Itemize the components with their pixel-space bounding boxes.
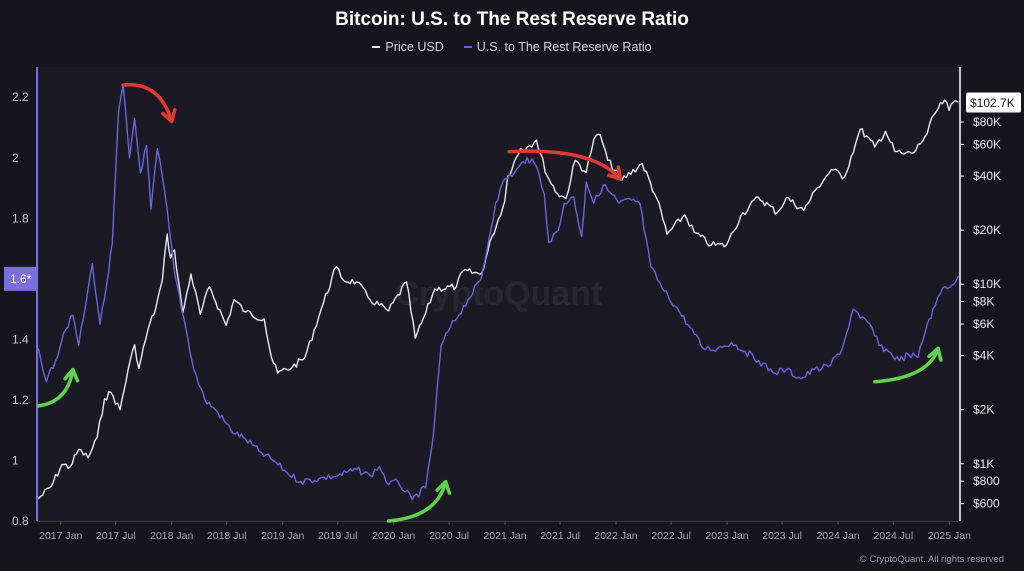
- right-tick-label: $1K: [973, 457, 994, 471]
- last-price-label: $102.7K: [970, 96, 1015, 110]
- x-tick-label: 2018 Jan: [150, 530, 193, 542]
- left-tick-label: 0.8: [12, 514, 29, 528]
- x-tick-label: 2023 Jan: [705, 530, 748, 542]
- annotation-arrow-shaft: [121, 82, 174, 124]
- right-tick-label: $600: [973, 497, 1000, 511]
- plot-background: [37, 67, 960, 521]
- watermark-text: CryptoQuant: [395, 275, 603, 313]
- annotation-arrow-shaft: [36, 367, 75, 408]
- x-tick-label: 2020 Jul: [429, 530, 469, 542]
- x-tick-label: 2024 Jul: [874, 530, 914, 542]
- legend-item-ratio[interactable]: U.S. to The Rest Reserve Ratio: [463, 40, 652, 54]
- left-tick-label: 1.2: [12, 393, 29, 407]
- right-tick-label: $6K: [973, 317, 994, 331]
- legend-label-ratio: U.S. to The Rest Reserve Ratio: [476, 40, 652, 54]
- annotation-arrow-shaft: [386, 479, 448, 523]
- annotation-arrow-shaft: [507, 149, 623, 181]
- right-tick-label: $10K: [973, 277, 1001, 291]
- chart-title: Bitcoin: U.S. to The Rest Reserve Ratio: [335, 9, 689, 30]
- x-tick-label: 2021 Jul: [540, 530, 580, 542]
- reserve-ratio-line: [37, 84, 960, 501]
- x-tick-label: 2021 Jan: [483, 530, 526, 542]
- right-tick-label: $4K: [973, 349, 994, 363]
- x-tick-label: 2019 Jul: [318, 530, 358, 542]
- left-tick-label: 1.4: [12, 332, 29, 346]
- left-tick-label: 1.8: [12, 211, 29, 225]
- right-tick-label: $800: [973, 474, 1000, 488]
- right-tick-label: $80K: [973, 115, 1001, 129]
- annotation-arrow-head: [435, 479, 452, 495]
- x-tick-label: 2023 Jul: [762, 530, 802, 542]
- annotation-arrow-shaft: [873, 346, 940, 384]
- x-tick-label: 2024 Jan: [816, 530, 859, 542]
- x-tick-label: 2022 Jan: [594, 530, 637, 542]
- x-tick-label: 2020 Jan: [372, 530, 415, 542]
- copyright-text: © CryptoQuant. All rights reserved: [859, 554, 1004, 565]
- annotation-arrow-head: [607, 165, 623, 181]
- legend-label-price: Price USD: [385, 40, 444, 54]
- x-tick-label: 2022 Jul: [651, 530, 691, 542]
- legend-swatch-ratio: [463, 46, 472, 48]
- right-tick-label: $2K: [973, 403, 994, 417]
- annotation-arrow-head: [161, 108, 177, 124]
- right-tick-label: $8K: [973, 295, 994, 309]
- right-tick-label: $60K: [973, 137, 1001, 151]
- left-axis-marker-label: 1.6*: [10, 272, 32, 286]
- annotation-arrow-head: [63, 367, 80, 383]
- legend-item-price[interactable]: Price USD: [372, 40, 444, 54]
- right-tick-label: $20K: [973, 223, 1001, 237]
- right-tick-label: $40K: [973, 169, 1001, 183]
- last-price-badge: [966, 92, 1021, 113]
- x-tick-label: 2019 Jan: [261, 530, 304, 542]
- x-tick-label: 2017 Jul: [96, 530, 136, 542]
- x-tick-label: 2025 Jan: [928, 530, 971, 542]
- price-usd-line: [37, 99, 959, 500]
- legend: Price USD U.S. to The Rest Reserve Ratio: [0, 40, 1024, 54]
- left-tick-label: 2: [12, 151, 19, 165]
- x-tick-label: 2017 Jan: [39, 530, 82, 542]
- legend-swatch-price: [372, 46, 381, 48]
- annotation-arrow-head: [927, 346, 943, 362]
- left-tick-label: 1: [12, 453, 19, 467]
- left-tick-label: 2.2: [12, 90, 29, 104]
- left-axis-marker-box: [4, 266, 36, 291]
- x-tick-label: 2018 Jul: [207, 530, 247, 542]
